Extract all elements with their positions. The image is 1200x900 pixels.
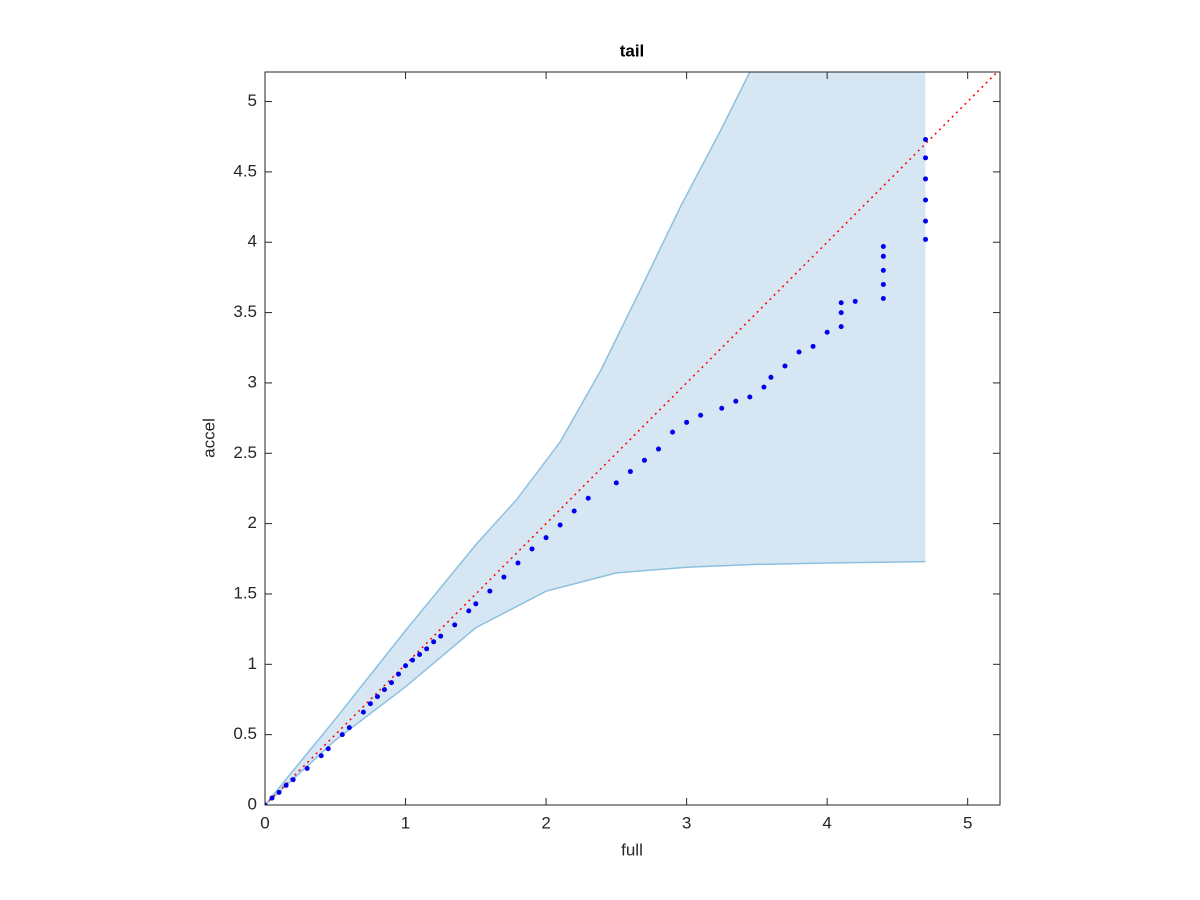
point (367, 701, 373, 707)
point (747, 394, 753, 400)
point (431, 639, 437, 645)
y-tick-label: 3.5 (233, 302, 257, 321)
point (838, 300, 844, 306)
point (290, 777, 296, 783)
point (852, 298, 858, 304)
y-tick-label: 4.5 (233, 161, 257, 180)
point (438, 633, 444, 639)
point (768, 374, 774, 380)
point (403, 663, 409, 669)
y-tick-label: 3 (248, 372, 257, 391)
point (782, 363, 788, 369)
y-tick-label: 0.5 (233, 724, 257, 743)
point (360, 709, 366, 715)
point (810, 343, 816, 349)
point (339, 732, 345, 738)
point (473, 601, 479, 607)
point (417, 651, 423, 657)
point (487, 588, 493, 594)
point (824, 329, 830, 335)
point (276, 789, 282, 795)
point (923, 155, 929, 161)
point (627, 469, 633, 475)
point (557, 522, 563, 528)
point (571, 508, 577, 514)
point (796, 349, 802, 355)
band-fill (265, 72, 926, 805)
point (452, 622, 458, 628)
point (325, 746, 331, 752)
axes: 0 1 2 3 4 5 0 0.5 1 1.5 2 2.5 3 3.5 4 4.5 5 (233, 71, 1001, 832)
point (698, 412, 704, 418)
y-tick-label: 4 (248, 232, 257, 251)
point (684, 419, 690, 425)
x-tick-label: 5 (963, 813, 972, 832)
point (346, 725, 352, 731)
y-tick-label: 1 (248, 654, 257, 673)
point (529, 546, 535, 552)
point (543, 535, 549, 541)
axes-box (264, 71, 1001, 806)
x-tick-label: 1 (401, 813, 410, 832)
point (515, 560, 521, 566)
x-tick-label: 0 (260, 813, 269, 832)
point (880, 243, 886, 249)
point (880, 296, 886, 302)
point (923, 176, 929, 182)
y-tick-label: 0 (248, 794, 257, 813)
point (410, 657, 416, 663)
x-axis-label: full (621, 840, 643, 859)
point (265, 802, 268, 805)
point (923, 236, 929, 242)
point (838, 310, 844, 316)
x-tick-label: 2 (541, 813, 550, 832)
point (923, 197, 929, 203)
band-lower (265, 560, 926, 805)
plot-area (265, 72, 999, 805)
point (655, 446, 661, 452)
point (733, 398, 739, 404)
point (923, 137, 929, 143)
y-tick-label: 2.5 (233, 443, 257, 462)
point (318, 753, 324, 759)
band-upper (265, 72, 751, 805)
point (880, 253, 886, 259)
point (388, 680, 394, 686)
point (424, 646, 430, 652)
y-tick-label: 5 (248, 91, 257, 110)
point (396, 671, 402, 677)
chart-title: tail (620, 41, 645, 60)
y-tick-label: 2 (248, 513, 257, 532)
point (613, 480, 619, 486)
point (880, 267, 886, 273)
y-axis-label: accel (199, 418, 218, 458)
y-tick-label: 1.5 (233, 583, 257, 602)
point (304, 765, 310, 771)
point (466, 608, 472, 614)
x-tick-label: 4 (822, 813, 831, 832)
point (585, 495, 591, 501)
point (641, 457, 647, 463)
point (670, 429, 676, 435)
point (838, 324, 844, 330)
point (880, 281, 886, 287)
point (719, 405, 725, 411)
point (923, 218, 929, 224)
point (269, 795, 275, 801)
point (374, 694, 380, 700)
point (381, 687, 387, 693)
point (283, 782, 289, 788)
point (761, 384, 767, 390)
x-tick-label: 3 (682, 813, 691, 832)
point (501, 574, 507, 580)
